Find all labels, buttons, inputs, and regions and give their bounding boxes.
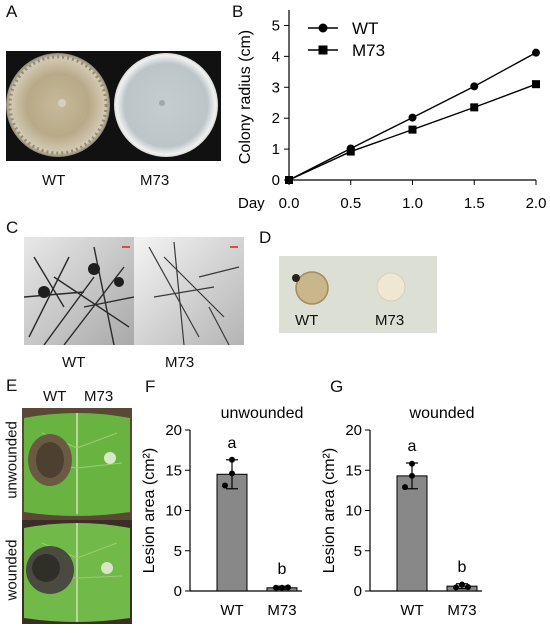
x-tick-label: M73 bbox=[447, 602, 476, 619]
leaf-photo-svg bbox=[22, 413, 132, 624]
micrograph-label-m73: M73 bbox=[165, 354, 195, 371]
y-axis-label: Colony radius (cm) bbox=[237, 30, 254, 164]
y-tick-label: 15 bbox=[345, 462, 362, 479]
point-m73 bbox=[470, 103, 479, 112]
data-point bbox=[285, 584, 291, 591]
legend-label-wt: WT bbox=[352, 19, 378, 38]
data-point bbox=[453, 584, 459, 591]
y-tick-label: 20 bbox=[165, 422, 182, 439]
hyphae-micrograph bbox=[23, 237, 244, 346]
data-point bbox=[459, 581, 465, 588]
data-point bbox=[229, 470, 235, 477]
plate-label-m73: M73 bbox=[140, 172, 170, 189]
significance-letter: a bbox=[408, 438, 417, 455]
x-tick-label: WT bbox=[220, 602, 243, 619]
panel-b-letter: B bbox=[232, 2, 244, 21]
y-axis-label: Lesion area (cm²) bbox=[321, 448, 338, 573]
point-m73 bbox=[285, 176, 293, 184]
sclerotia-photo-svg bbox=[292, 271, 406, 305]
plate-label-wt: WT bbox=[42, 172, 66, 189]
point-wt bbox=[470, 82, 479, 91]
y-tick-label: 0 bbox=[272, 172, 280, 189]
leaf-row-label-wounded: wounded bbox=[3, 539, 21, 601]
leaf-photo bbox=[22, 408, 132, 624]
micrograph-label-wt: WT bbox=[62, 354, 86, 371]
legend-label-m73: M73 bbox=[352, 41, 385, 60]
x-axis-label: Day bbox=[238, 195, 265, 212]
y-tick-label: 2 bbox=[272, 110, 280, 127]
sclerotia-photo: WT M73 bbox=[279, 256, 437, 333]
colony-growth-chart: 0 1 2 3 4 5 0.0 0.5 1.0 1.5 2.0 Day Colony radius (c… bbox=[237, 10, 547, 212]
wounded-lesion-chart: wounded 0 5 10 15 20 Lesion area (cm²) a WT b M73 bbox=[321, 405, 482, 619]
data-point bbox=[273, 584, 279, 591]
chart-title: unwounded bbox=[221, 405, 304, 422]
point-wt bbox=[532, 48, 540, 57]
hyphae-micrograph-svg bbox=[23, 237, 244, 346]
y-tick-label: 10 bbox=[345, 503, 362, 520]
panel-g-letter: G bbox=[330, 377, 344, 396]
bar-wt bbox=[216, 473, 248, 592]
x-tick-label: 0.5 bbox=[340, 195, 361, 212]
y-tick-label: 0 bbox=[354, 583, 362, 600]
data-point bbox=[409, 472, 415, 479]
x-tick-label: 1.5 bbox=[464, 195, 485, 212]
data-point bbox=[465, 583, 471, 590]
x-tick-label: 0.0 bbox=[279, 195, 300, 212]
y-tick-label: 15 bbox=[165, 462, 182, 479]
panel-c-letter: C bbox=[6, 218, 19, 237]
m73-plate bbox=[114, 53, 218, 157]
legend-marker-wt bbox=[318, 23, 328, 33]
data-point bbox=[229, 456, 235, 463]
legend-marker-m73 bbox=[318, 45, 328, 55]
leaf-col-label-m73: M73 bbox=[84, 388, 114, 405]
bar-wt bbox=[396, 475, 428, 592]
point-m73 bbox=[346, 147, 355, 156]
x-tick-label: WT bbox=[400, 602, 423, 619]
sclerotia-label-m73: M73 bbox=[375, 312, 405, 329]
x-tick-label: 2.0 bbox=[526, 195, 547, 212]
data-point bbox=[222, 482, 228, 489]
y-tick-label: 4 bbox=[272, 48, 280, 65]
panel-a-letter: A bbox=[6, 2, 18, 21]
x-tick-label: 1.0 bbox=[402, 195, 423, 212]
leaf-col-label-wt: WT bbox=[43, 388, 67, 405]
point-wt bbox=[408, 113, 417, 122]
sclerotia-label-wt: WT bbox=[295, 312, 319, 329]
unwounded-lesion-chart: unwounded 0 5 10 15 20 Lesion area (cm²) a WT b M7… bbox=[141, 405, 304, 619]
significance-letter: b bbox=[458, 559, 467, 576]
chart-title: wounded bbox=[409, 405, 475, 422]
point-m73 bbox=[408, 125, 417, 134]
panel-f-letter: F bbox=[145, 377, 156, 396]
significance-letter: a bbox=[228, 435, 237, 452]
point-m73 bbox=[532, 80, 540, 89]
panel-e-letter: E bbox=[6, 376, 18, 395]
y-tick-label: 5 bbox=[354, 543, 362, 560]
plate-photo-svg bbox=[6, 53, 218, 157]
y-tick-label: 5 bbox=[272, 17, 280, 34]
y-tick-label: 20 bbox=[345, 422, 362, 439]
panel-d-letter: D bbox=[259, 228, 272, 247]
wt-plate bbox=[6, 53, 110, 157]
data-point bbox=[402, 484, 408, 491]
y-axis-label: Lesion area (cm²) bbox=[141, 448, 158, 573]
data-point bbox=[409, 460, 415, 467]
plate-photo bbox=[6, 51, 221, 161]
y-tick-label: 3 bbox=[272, 79, 280, 96]
y-tick-label: 10 bbox=[165, 503, 182, 520]
y-tick-label: 5 bbox=[174, 543, 182, 560]
data-point bbox=[279, 584, 285, 591]
x-tick-label: M73 bbox=[267, 602, 296, 619]
significance-letter: b bbox=[278, 561, 287, 578]
y-tick-label: 0 bbox=[174, 583, 182, 600]
y-tick-label: 1 bbox=[272, 141, 280, 158]
leaf-row-label-unwounded: unwounded bbox=[3, 421, 21, 499]
